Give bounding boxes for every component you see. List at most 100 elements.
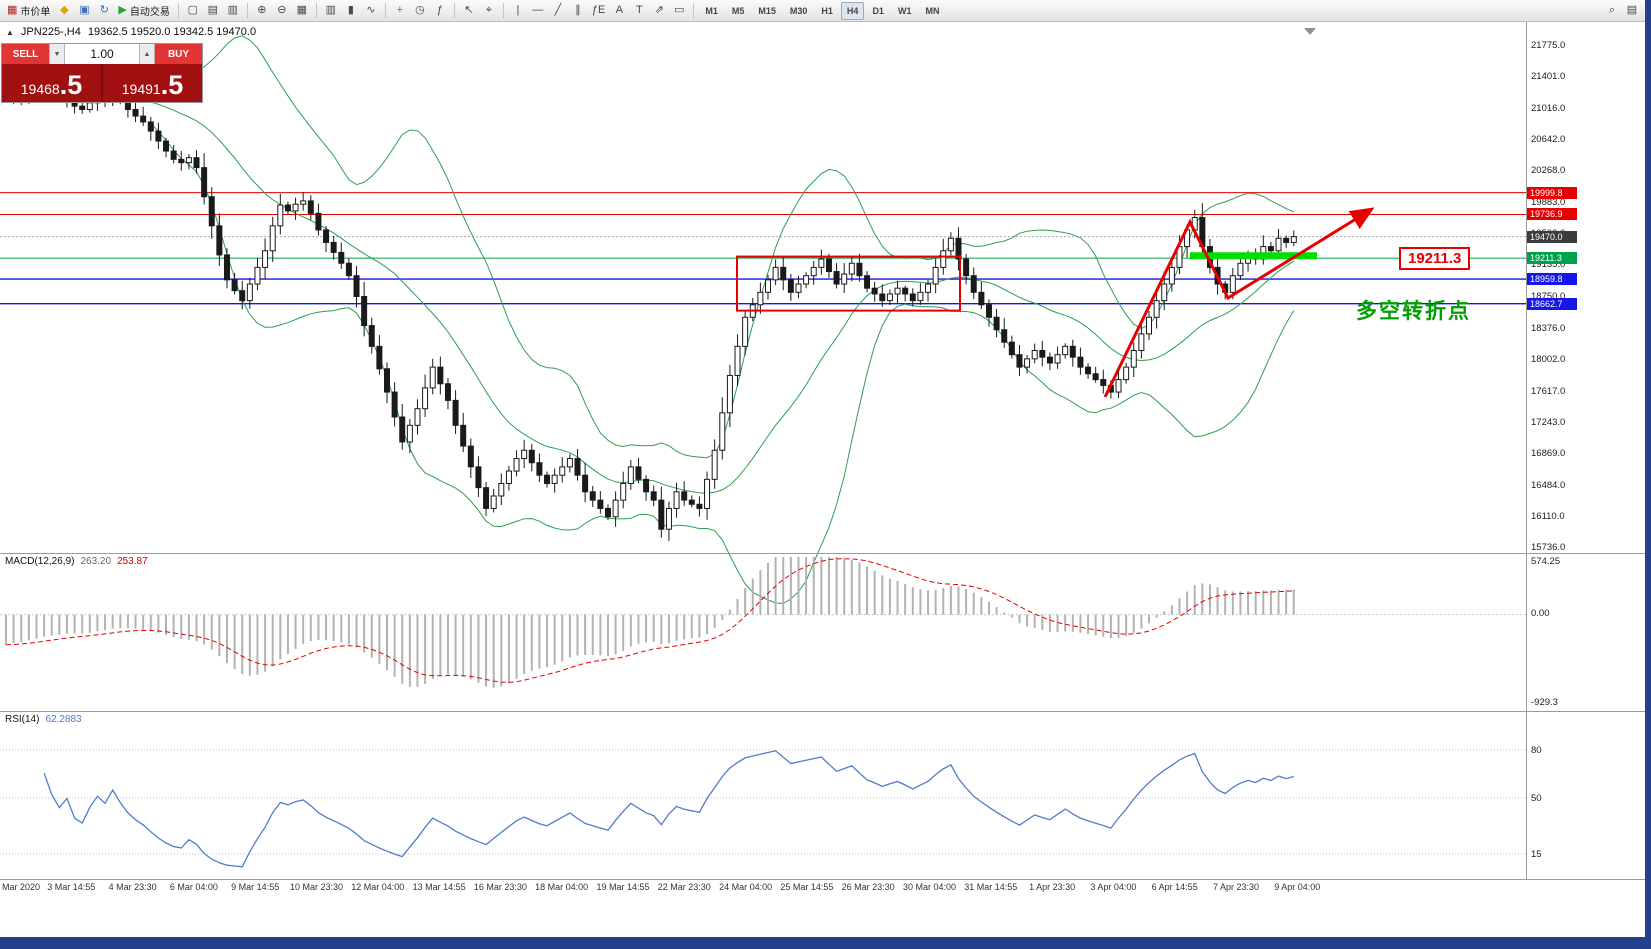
buy-price-big: .5 xyxy=(160,70,184,100)
toolbar-separator xyxy=(315,3,317,18)
crosshair-button[interactable]: ⌖ xyxy=(479,1,499,20)
time-axis-label: 1 Apr 23:30 xyxy=(1029,882,1076,892)
time-axis-label: 3 Apr 04:00 xyxy=(1090,882,1137,892)
price-tick: 19135.0 xyxy=(1531,259,1566,271)
macd-panel-separator[interactable] xyxy=(0,553,1645,554)
price-tag: 19736.9 xyxy=(1527,208,1577,221)
timeframe-m5[interactable]: M5 xyxy=(731,5,745,16)
zoom-out-button[interactable]: ⊖ xyxy=(272,1,292,20)
cascade-windows-button[interactable]: ▤ xyxy=(203,1,223,20)
rsi-scale-label: 80 xyxy=(1531,745,1542,756)
rsi-name: RSI(14) xyxy=(5,714,40,725)
arrange-windows-button[interactable]: ▥ xyxy=(223,1,243,20)
time-axis-label: 9 Apr 04:00 xyxy=(1274,882,1321,892)
macd-main-value: 263.20 xyxy=(80,556,112,567)
one-click-trading-panel: SELL ▼ 1.00 ▲ BUY 19468 .5 19491 .5 xyxy=(1,43,203,103)
price-tick: 16110.0 xyxy=(1531,510,1565,522)
toolbar-right-group: ⌕ ▤ xyxy=(1602,1,1642,20)
price-tick: 16869.0 xyxy=(1531,447,1566,459)
sell-price-big: .5 xyxy=(59,70,83,100)
macd-scale-label: 574.25 xyxy=(1531,556,1561,567)
timeframe-h1[interactable]: H1 xyxy=(821,5,833,16)
chart-ohlc-values: 19362.5 19520.0 19342.5 19470.0 xyxy=(87,26,257,38)
tile-windows-icon: ▢ xyxy=(187,4,199,16)
favorites-icon: ◆ xyxy=(60,4,69,16)
horizontal-line-button[interactable]: ― xyxy=(528,1,548,20)
price-scale-divider[interactable] xyxy=(1526,22,1527,879)
accounts-button[interactable]: ▣ xyxy=(74,1,94,20)
tile-windows-button[interactable]: ▢ xyxy=(183,1,203,20)
sell-price-small: 19468 xyxy=(20,81,60,97)
shapes-button[interactable]: ▭ xyxy=(669,1,689,20)
candlestick-chart-button[interactable]: ▮ xyxy=(341,1,361,20)
price-tag: 19999.8 xyxy=(1527,186,1577,199)
arrow-tools-button[interactable]: ⇗ xyxy=(649,1,669,20)
price-tick: 21775.0 xyxy=(1531,40,1566,52)
timeframe-d1[interactable]: D1 xyxy=(872,5,884,16)
refresh-icon: ↻ xyxy=(99,4,110,16)
price-tick: 17243.0 xyxy=(1531,416,1566,428)
accounts-icon: ▣ xyxy=(79,4,90,16)
timeframe-h4[interactable]: H4 xyxy=(840,1,865,20)
autotrading-button-label: 自动交易 xyxy=(129,7,170,18)
price-tick: 21401.0 xyxy=(1531,71,1566,83)
price-tick: 18002.0 xyxy=(1531,353,1566,365)
volume-up-spinner[interactable]: ▲ xyxy=(139,44,155,64)
buy-quote[interactable]: 19491 .5 xyxy=(103,64,202,102)
new-chart-button[interactable]: + xyxy=(390,1,410,20)
zoom-in-icon: ⊕ xyxy=(257,4,267,16)
cursor-button[interactable]: ↖ xyxy=(459,1,479,20)
timeframe-m1[interactable]: M1 xyxy=(705,5,718,16)
vertical-line-icon: | xyxy=(516,4,520,16)
favorites-button[interactable]: ◆ xyxy=(54,1,74,20)
timeframe-mn[interactable]: MN xyxy=(925,5,940,16)
window-frame-bottom xyxy=(0,937,1651,949)
time-axis-label: 18 Mar 04:00 xyxy=(535,882,589,892)
volume-down-spinner[interactable]: ▼ xyxy=(49,44,65,64)
sell-quote[interactable]: 19468 .5 xyxy=(2,64,101,102)
new-chart-icon: + xyxy=(396,4,404,16)
text-button[interactable]: A xyxy=(609,1,629,20)
label-button[interactable]: T xyxy=(629,1,649,20)
autotrading-icon: ▶ xyxy=(118,4,127,16)
time-axis-label: 19 Mar 14:55 xyxy=(596,882,650,892)
indicators-button[interactable]: ƒ xyxy=(430,1,450,20)
time-axis-label: 4 Mar 23:30 xyxy=(108,882,157,892)
autotrading-button[interactable]: ▶ 自动交易 xyxy=(114,1,173,20)
new-order-button-label: 市价单 xyxy=(20,7,51,18)
zoom-out-icon: ⊖ xyxy=(277,4,287,16)
volume-input[interactable]: 1.00 xyxy=(65,44,139,64)
arrange-windows-icon: ▥ xyxy=(227,4,239,16)
sell-button[interactable]: SELL xyxy=(2,44,49,64)
cascade-windows-icon: ▤ xyxy=(207,4,219,16)
vertical-line-button[interactable]: | xyxy=(508,1,528,20)
macd-indicator-label: MACD(12,26,9) 263.20 253.87 xyxy=(5,556,148,567)
new-order-button[interactable]: ▦ 市价单 xyxy=(3,1,54,20)
timeframe-m30[interactable]: M30 xyxy=(789,5,808,16)
bar-chart-button[interactable]: ▥ xyxy=(321,1,341,20)
refresh-button[interactable]: ↻ xyxy=(94,1,114,20)
periods-button[interactable]: ◷ xyxy=(410,1,430,20)
channel-button[interactable]: ∥ xyxy=(568,1,588,20)
timeframe-m15[interactable]: M15 xyxy=(758,5,776,16)
zoom-in-button[interactable]: ⊕ xyxy=(252,1,272,20)
search-icon: ⌕ xyxy=(1608,4,1616,16)
toolbar-separator xyxy=(502,3,504,18)
rsi-panel-separator[interactable] xyxy=(0,711,1645,712)
grid-button[interactable]: ▦ xyxy=(292,1,312,20)
trendline-button[interactable]: ╱ xyxy=(548,1,568,20)
macd-name: MACD(12,26,9) xyxy=(5,556,75,567)
timeframe-w1[interactable]: W1 xyxy=(897,5,912,16)
price-tick: 17617.0 xyxy=(1531,385,1566,397)
search-button[interactable]: ⌕ xyxy=(1602,1,1622,20)
price-level-callout: 19211.3 xyxy=(1399,247,1471,270)
line-chart-button[interactable]: ∿ xyxy=(361,1,381,20)
horizontal-line-icon: ― xyxy=(532,4,544,16)
price-tick: 21016.0 xyxy=(1531,103,1566,115)
time-axis-label: 13 Mar 14:55 xyxy=(412,882,466,892)
buy-button[interactable]: BUY xyxy=(155,44,202,64)
fibonacci-button[interactable]: ƒE xyxy=(588,1,609,20)
time-axis-label: 30 Mar 04:00 xyxy=(902,882,957,892)
panels-button[interactable]: ▤ xyxy=(1622,1,1642,20)
